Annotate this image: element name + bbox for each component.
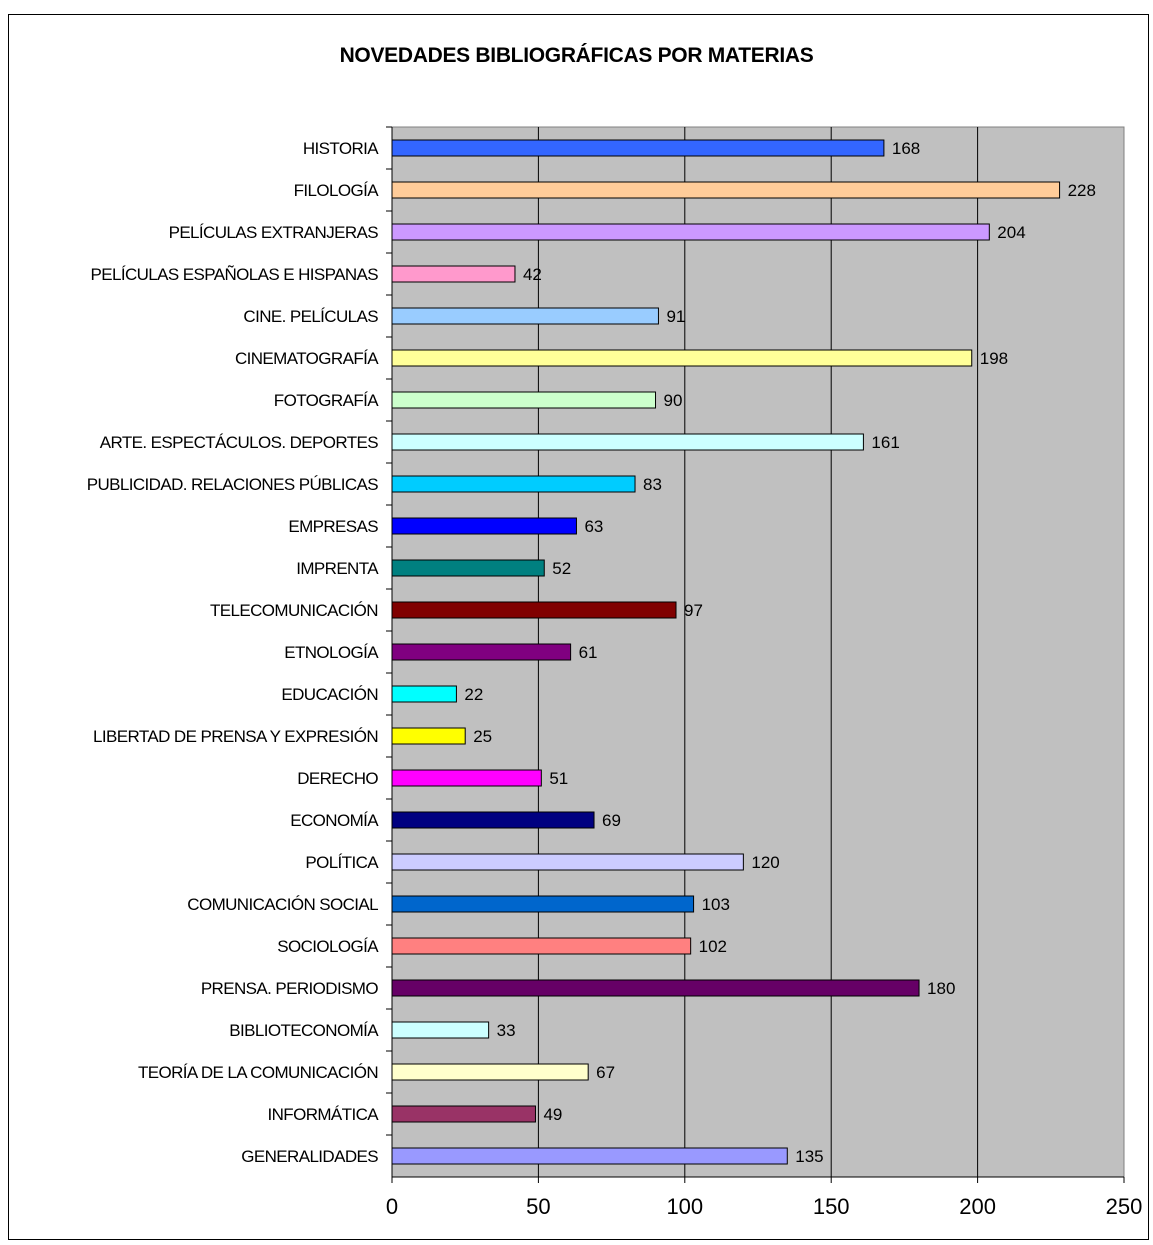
bar [391, 1105, 536, 1123]
x-tick-label: 100 [666, 1194, 703, 1219]
data-label: 204 [997, 223, 1025, 242]
bar [391, 1147, 788, 1165]
category-label: BIBLIOTECONOMÍA [229, 1021, 379, 1040]
category-label: ECONOMÍA [290, 811, 379, 830]
data-label: 120 [751, 853, 779, 872]
data-label: 97 [684, 601, 703, 620]
bar [391, 1021, 490, 1039]
bar [391, 895, 695, 913]
bar [391, 475, 636, 493]
category-label: PELÍCULAS ESPAÑOLAS E HISPANAS [91, 265, 379, 284]
x-tick-label: 250 [1106, 1194, 1143, 1219]
category-label: IMPRENTA [296, 559, 379, 578]
category-label: LIBERTAD DE PRENSA Y EXPRESIÓN [93, 727, 378, 746]
bar [391, 643, 572, 661]
category-label: PUBLICIDAD. RELACIONES PÚBLICAS [87, 475, 379, 494]
data-label: 180 [927, 979, 955, 998]
category-label: CINE. PELÍCULAS [243, 307, 378, 326]
category-label: PRENSA. PERIODISMO [201, 979, 379, 998]
data-label: 102 [699, 937, 727, 956]
bar [391, 433, 864, 451]
bar [391, 307, 659, 325]
x-tick-label: 50 [526, 1194, 550, 1219]
data-label: 51 [549, 769, 568, 788]
category-label: POLÍTICA [305, 853, 379, 872]
bar [391, 853, 744, 871]
category-label: GENERALIDADES [241, 1147, 378, 1166]
data-label: 61 [579, 643, 598, 662]
bar [391, 769, 542, 787]
category-label: ARTE. ESPECTÁCULOS. DEPORTES [100, 433, 379, 452]
data-label: 198 [980, 349, 1008, 368]
data-label: 103 [702, 895, 730, 914]
bar [391, 559, 545, 577]
data-label: 83 [643, 475, 662, 494]
data-label: 67 [596, 1063, 615, 1082]
category-label: FOTOGRAFÍA [274, 391, 379, 410]
category-label: DERECHO [297, 769, 378, 788]
category-label: SOCIOLOGÍA [277, 937, 379, 956]
category-label: INFORMÁTICA [267, 1105, 379, 1124]
chart-title: NOVEDADES BIBLIOGRÁFICAS POR MATERIAS [339, 44, 814, 67]
bar [391, 1063, 589, 1081]
data-label: 168 [892, 139, 920, 158]
category-label: ETNOLOGÍA [284, 643, 379, 662]
bar [391, 601, 677, 619]
data-label: 90 [664, 391, 683, 410]
category-label: CINEMATOGRAFÍA [235, 349, 379, 368]
data-label: 135 [795, 1147, 823, 1166]
category-label: PELÍCULAS EXTRANJERAS [169, 223, 379, 242]
bar [391, 391, 657, 409]
category-label: TELECOMUNICACIÓN [210, 601, 378, 620]
bar [391, 979, 920, 997]
bar [391, 685, 457, 703]
category-label: EMPRESAS [288, 517, 378, 536]
x-tick-label: 200 [959, 1194, 996, 1219]
x-tick-label: 0 [386, 1194, 398, 1219]
data-label: 42 [523, 265, 542, 284]
category-label: TEORÍA DE LA COMUNICACIÓN [138, 1063, 378, 1082]
category-label: EDUCACIÓN [281, 685, 378, 704]
data-label: 49 [543, 1105, 562, 1124]
data-label: 63 [584, 517, 603, 536]
bar [391, 349, 973, 367]
data-label: 52 [552, 559, 571, 578]
bar [391, 937, 692, 955]
data-label: 25 [473, 727, 492, 746]
data-label: 22 [464, 685, 483, 704]
data-label: 69 [602, 811, 621, 830]
data-label: 228 [1068, 181, 1096, 200]
data-label: 91 [666, 307, 685, 326]
bar [391, 139, 885, 157]
bar [391, 811, 595, 829]
bar [391, 265, 516, 283]
data-label: 33 [497, 1021, 516, 1040]
bar [391, 181, 1061, 199]
bar [391, 223, 990, 241]
category-label: HISTORIA [303, 139, 379, 158]
bar [391, 727, 466, 745]
data-label: 161 [871, 433, 899, 452]
x-tick-label: 150 [813, 1194, 850, 1219]
category-label: FILOLOGÍA [294, 181, 380, 200]
bar [391, 517, 577, 535]
category-label: COMUNICACIÓN SOCIAL [187, 895, 378, 914]
